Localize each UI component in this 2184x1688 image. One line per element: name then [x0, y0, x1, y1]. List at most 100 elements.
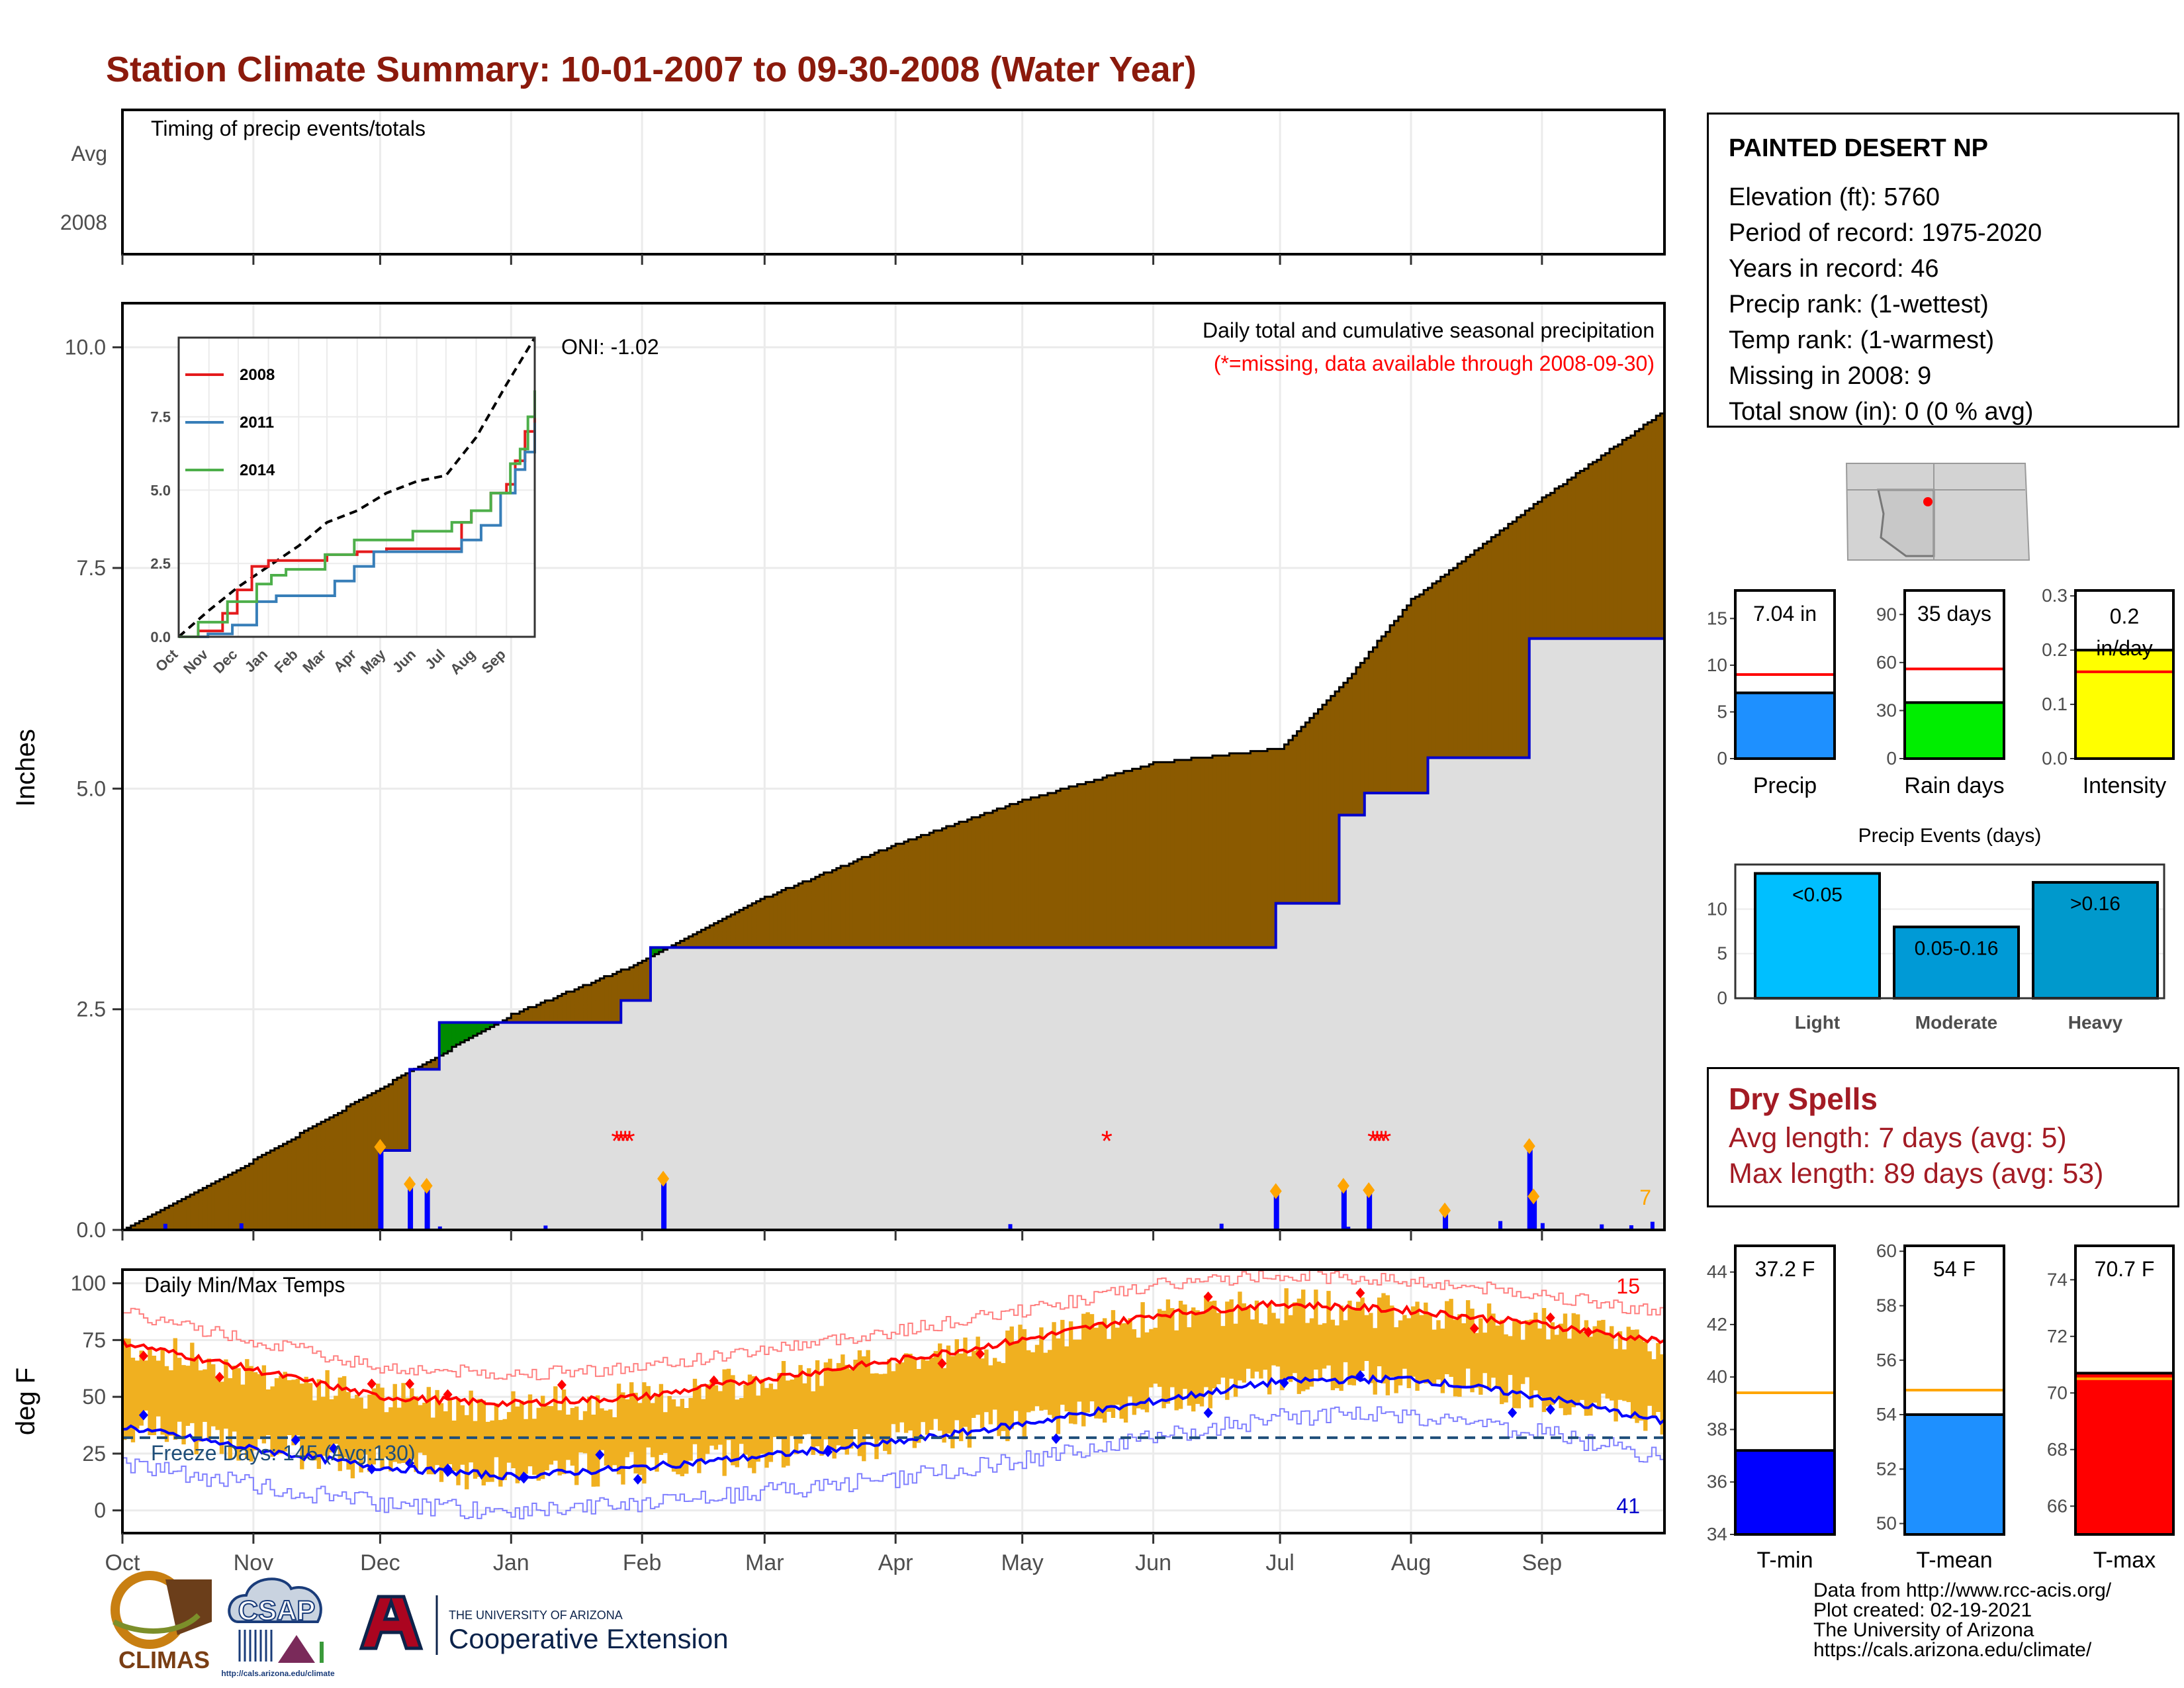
inset-legend-label: 2008 [240, 366, 275, 384]
station-elevation: Elevation (ft): 5760 [1729, 183, 1940, 211]
mini-ytick: 60 [1876, 652, 1897, 673]
heavy-event-diamond [1269, 1183, 1282, 1199]
month-label: Oct [105, 1550, 140, 1575]
station-period: Period of record: 1975-2020 [1729, 219, 2042, 247]
missing-marker: * [1101, 1125, 1113, 1158]
mini-axis-label: Intensity [2083, 773, 2167, 798]
mini-ytick: 0 [1886, 748, 1897, 769]
mini-ytick: 15 [1707, 608, 1727, 628]
high-count-label: 15 [1616, 1274, 1640, 1298]
station-years: Years in record: 46 [1729, 255, 1939, 283]
ua-small-text: THE UNIVERSITY OF ARIZONA [449, 1609, 623, 1622]
freeze-days-label: Freeze Days: 145 (Avg:130) [151, 1441, 416, 1465]
record-high-diamond [1203, 1291, 1213, 1302]
events-border [1734, 863, 2165, 1000]
daily-precip-bar [1341, 1186, 1347, 1230]
climas-swoosh-icon [113, 1613, 201, 1634]
temp-ytick: 75 [82, 1328, 106, 1352]
observed-area [122, 608, 1664, 1230]
record-high-diamond [937, 1358, 947, 1369]
event-bar [1893, 925, 2020, 1000]
heavy-event-diamond [657, 1170, 670, 1187]
record-high-diamond [1545, 1312, 1555, 1323]
record-high-diamond [138, 1350, 148, 1362]
tmean-chart: 50 52 54 56 58 60 54 F T-mean [1876, 1241, 2005, 1573]
mini-ytick: 0 [1717, 748, 1727, 769]
mini-value-label: 7.04 in [1753, 602, 1817, 626]
precip-events-title: Precip Events (days) [1858, 825, 2042, 847]
average-min-line [122, 1374, 1666, 1481]
temp-ytick: 100 [71, 1272, 106, 1295]
oni-label: ONI: -1.02 [561, 335, 659, 359]
record-low-line [122, 1406, 1664, 1520]
mini-value-label: 54 F [1933, 1257, 1976, 1281]
events-ytick: 10 [1707, 898, 1727, 919]
heavy-event-diamond [1523, 1138, 1535, 1154]
heavy-event-diamond [420, 1178, 433, 1194]
record-high-diamond [367, 1378, 377, 1389]
daily-precip-bar [1600, 1224, 1604, 1230]
tmin-chart: 34 36 38 40 42 44 37.2 F T-min [1707, 1244, 1836, 1573]
mini-ytick: 72 [2047, 1326, 2068, 1346]
mini-value-label: 37.2 F [1755, 1257, 1815, 1281]
daily-precip-bar [1008, 1224, 1013, 1230]
mini-ytick: 54 [1876, 1404, 1897, 1425]
mini-axis-label: Precip [1753, 773, 1817, 798]
mini-border [2074, 589, 2175, 760]
timing-row-label: 2008 [60, 211, 107, 234]
temp-ytick: 0 [94, 1499, 106, 1523]
station-snow: Total snow (in): 0 (0 % avg) [1729, 398, 2034, 426]
month-label: Mar [745, 1550, 784, 1575]
mini-ytick: 0.3 [2042, 585, 2068, 606]
record-low-diamond [633, 1474, 643, 1485]
mini-value-bar [1734, 691, 1836, 761]
station-info-box: PAINTED DESERT NP Elevation (ft): 5760 P… [1707, 113, 2179, 428]
intensity-chart: 0.0 0.1 0.2 0.3 0.2 in/day Intensity [2042, 585, 2175, 798]
missing-marker: * [1371, 1125, 1383, 1158]
events-ytick: 5 [1717, 943, 1727, 964]
heavy-event-diamond [1527, 1188, 1540, 1205]
record-high-diamond [443, 1389, 453, 1400]
record-low-diamond [138, 1409, 148, 1421]
missing-marker: * [623, 1125, 635, 1158]
mini-border [2074, 1244, 2175, 1536]
daily-precip-bar [1629, 1225, 1633, 1230]
temp-border [121, 1268, 1666, 1534]
mini-value-bar [1903, 1413, 2005, 1536]
precip-panel-title: Daily total and cumulative seasonal prec… [1203, 318, 1655, 342]
event-bar-label: >0.16 [2070, 893, 2120, 915]
inset-ytick: 5.0 [150, 482, 171, 498]
event-category-label: Heavy [2068, 1012, 2123, 1033]
csap-logo: CSAP http://cals.arizona.edu/climate [221, 1577, 335, 1678]
precip-ytick: 2.5 [77, 998, 106, 1021]
inset-legend-label: 2011 [240, 414, 274, 432]
average-max-line [121, 1299, 1665, 1408]
month-label: May [1001, 1550, 1044, 1575]
record-low-diamond [1051, 1433, 1061, 1444]
daily-precip-bar [1650, 1221, 1655, 1230]
daily-precip-bar [1273, 1191, 1279, 1230]
csap-cloud-icon [228, 1577, 322, 1623]
month-label: Nov [234, 1550, 273, 1575]
credits: Data from http://www.rcc-acis.org/ Plot … [1813, 1581, 2111, 1660]
daily-precip-bar [1527, 1146, 1533, 1230]
record-high-diamond [1584, 1327, 1594, 1338]
record-low-diamond [1203, 1407, 1213, 1419]
mini-value-label: 70.7 F [2095, 1257, 2155, 1281]
record-low-diamond [443, 1463, 453, 1474]
heavy-event-diamond [1363, 1182, 1375, 1198]
mini-ytick: 52 [1876, 1458, 1897, 1479]
heavy-event-diamond [374, 1139, 387, 1155]
record-low-diamond [405, 1458, 415, 1469]
inset-ytick: 7.5 [150, 409, 171, 426]
low-count-label: 41 [1616, 1494, 1640, 1518]
station-precip-rank: Precip rank: (1-wettest) [1729, 291, 1989, 318]
record-low-diamond [519, 1473, 529, 1484]
heavy-event-diamond [404, 1176, 416, 1192]
daily-precip-bar [543, 1225, 548, 1230]
mini-ytick: 60 [1876, 1241, 1897, 1261]
daily-precip-bar [424, 1186, 430, 1230]
